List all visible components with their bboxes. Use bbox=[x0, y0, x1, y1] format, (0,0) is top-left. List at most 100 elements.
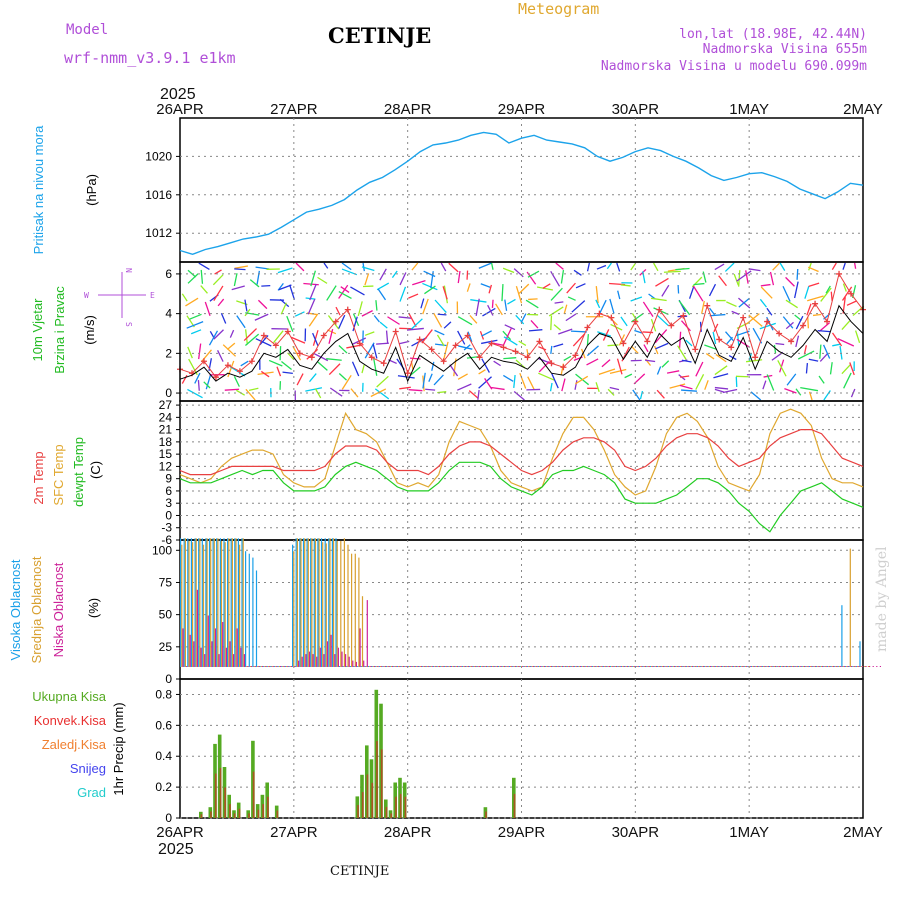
cloud-bar-low bbox=[323, 654, 325, 667]
gust-marker bbox=[692, 346, 699, 353]
wind-arrow bbox=[793, 281, 799, 299]
cloud-bar-mid bbox=[387, 666, 389, 667]
gust-marker bbox=[764, 318, 771, 325]
cloud-bar-mid bbox=[506, 666, 508, 667]
wind-arrow bbox=[551, 373, 559, 389]
cloud-bar-mid bbox=[539, 666, 541, 667]
precip-bars bbox=[199, 689, 516, 818]
wind-arrow bbox=[475, 298, 480, 316]
top-day-labels: 26APR 27APR 28APR 29APR 30APR 1MAY 2MAY bbox=[156, 101, 883, 118]
wind-arrow bbox=[197, 380, 200, 391]
cloud-bar-high bbox=[378, 666, 380, 667]
wind-arrow bbox=[189, 313, 202, 320]
wind-arrow bbox=[276, 366, 282, 377]
ytick-label: 0 bbox=[165, 508, 172, 522]
wind-arrow bbox=[749, 268, 761, 272]
wind-arrow bbox=[277, 267, 293, 274]
ytick-label: 1020 bbox=[145, 149, 172, 163]
cloud-bar-low bbox=[381, 666, 383, 667]
wind-arrow bbox=[609, 298, 615, 314]
cloud-bar-low bbox=[872, 666, 874, 667]
wind-arrow bbox=[808, 358, 819, 362]
cloud-bar-low bbox=[305, 654, 307, 667]
wind-arrow bbox=[661, 360, 670, 368]
temp-unit: (C) bbox=[88, 461, 103, 479]
cloud-bar-high bbox=[310, 538, 312, 667]
wind-arrow bbox=[280, 302, 287, 315]
wind-arrow bbox=[290, 336, 306, 344]
wind-arrow bbox=[212, 274, 224, 286]
precip-bar-inner bbox=[262, 804, 264, 818]
cloud-bar-high bbox=[274, 666, 276, 667]
cloud-bar-high bbox=[353, 666, 355, 667]
ytick-label: 12 bbox=[159, 459, 173, 473]
cloud-bar-mid bbox=[419, 666, 421, 667]
cloud-bar-high bbox=[208, 538, 211, 667]
precip-bar-inner bbox=[257, 809, 260, 818]
cloud-bar-high bbox=[812, 666, 814, 667]
wind-arrow bbox=[307, 299, 316, 315]
wind-arrow bbox=[434, 343, 447, 347]
gust-marker bbox=[752, 354, 759, 361]
ytick-label: 75 bbox=[159, 575, 173, 589]
gust-marker bbox=[512, 348, 519, 355]
gust-marker bbox=[824, 318, 831, 325]
cloud-bar-high bbox=[458, 666, 460, 667]
cloud-bar-high bbox=[382, 666, 384, 667]
cloud-bar-high bbox=[227, 538, 229, 667]
cloud-bar-mid bbox=[492, 666, 494, 667]
cloud-bar-low bbox=[453, 666, 455, 667]
wind-arrow bbox=[513, 391, 525, 401]
wind-ylabel-1: 10m Vjetar bbox=[30, 298, 45, 362]
cloud-bar-high bbox=[433, 666, 435, 667]
wind-arrow bbox=[808, 262, 812, 271]
cloud-bar-mid bbox=[629, 666, 631, 667]
wind-arrow bbox=[287, 352, 295, 360]
wind-arrow bbox=[484, 378, 493, 390]
wind-arrow bbox=[243, 328, 257, 341]
cloud-bar-mid bbox=[517, 666, 519, 667]
cloud-bar-high bbox=[545, 666, 547, 667]
cloud-bar-mid bbox=[224, 542, 226, 667]
wind-arrow bbox=[548, 306, 564, 317]
cloud-bar-high bbox=[776, 666, 778, 667]
bottom-day-label: 30APR bbox=[612, 824, 660, 841]
cloud-bar-mid bbox=[672, 666, 674, 667]
wind-arrow bbox=[759, 322, 776, 330]
wind-arrow bbox=[794, 314, 802, 321]
wind-arrow bbox=[695, 374, 705, 390]
wind-arrow bbox=[443, 321, 452, 329]
cloud-bar-mid bbox=[734, 666, 736, 667]
cloud-bar-mid bbox=[781, 666, 783, 667]
wind-arrow bbox=[745, 313, 760, 325]
gust-marker bbox=[368, 354, 375, 361]
cloud-bar-low bbox=[334, 654, 336, 667]
wind-arrow bbox=[422, 298, 429, 315]
ytick-label: 2 bbox=[165, 346, 172, 360]
wind-arrow bbox=[800, 386, 819, 392]
wind-arrow bbox=[737, 270, 741, 287]
cloud-ylabel-3: Niska Oblacnost bbox=[51, 562, 66, 657]
cloud-bar-mid bbox=[488, 666, 490, 667]
cloud-bar-mid bbox=[795, 666, 797, 667]
legend-total-rain: Ukupna Kisa bbox=[32, 689, 106, 704]
wind-yticks: 0 2 4 6 bbox=[165, 267, 180, 400]
wind-arrow bbox=[220, 313, 227, 324]
cloud-bar-high bbox=[595, 666, 597, 667]
cloud-bar-mid bbox=[607, 666, 609, 667]
cloud-bar-high bbox=[852, 666, 854, 667]
wind-arrow bbox=[224, 388, 240, 391]
compass-rose: W E N S bbox=[84, 268, 155, 327]
cloud-bar-low bbox=[702, 666, 704, 667]
precip-bar-inner bbox=[357, 805, 359, 818]
cloud-bar-mid bbox=[502, 666, 504, 667]
wind-arrow bbox=[482, 307, 496, 317]
gust-marker bbox=[284, 328, 291, 335]
wind-arrow bbox=[846, 300, 858, 306]
wind-arrow bbox=[841, 363, 852, 375]
wind-arrow bbox=[379, 268, 387, 281]
cloud-bar-low bbox=[352, 660, 354, 667]
year-top: 2025 bbox=[160, 86, 196, 103]
wind-arrow bbox=[634, 329, 643, 334]
cloud-bar-mid bbox=[857, 666, 859, 667]
